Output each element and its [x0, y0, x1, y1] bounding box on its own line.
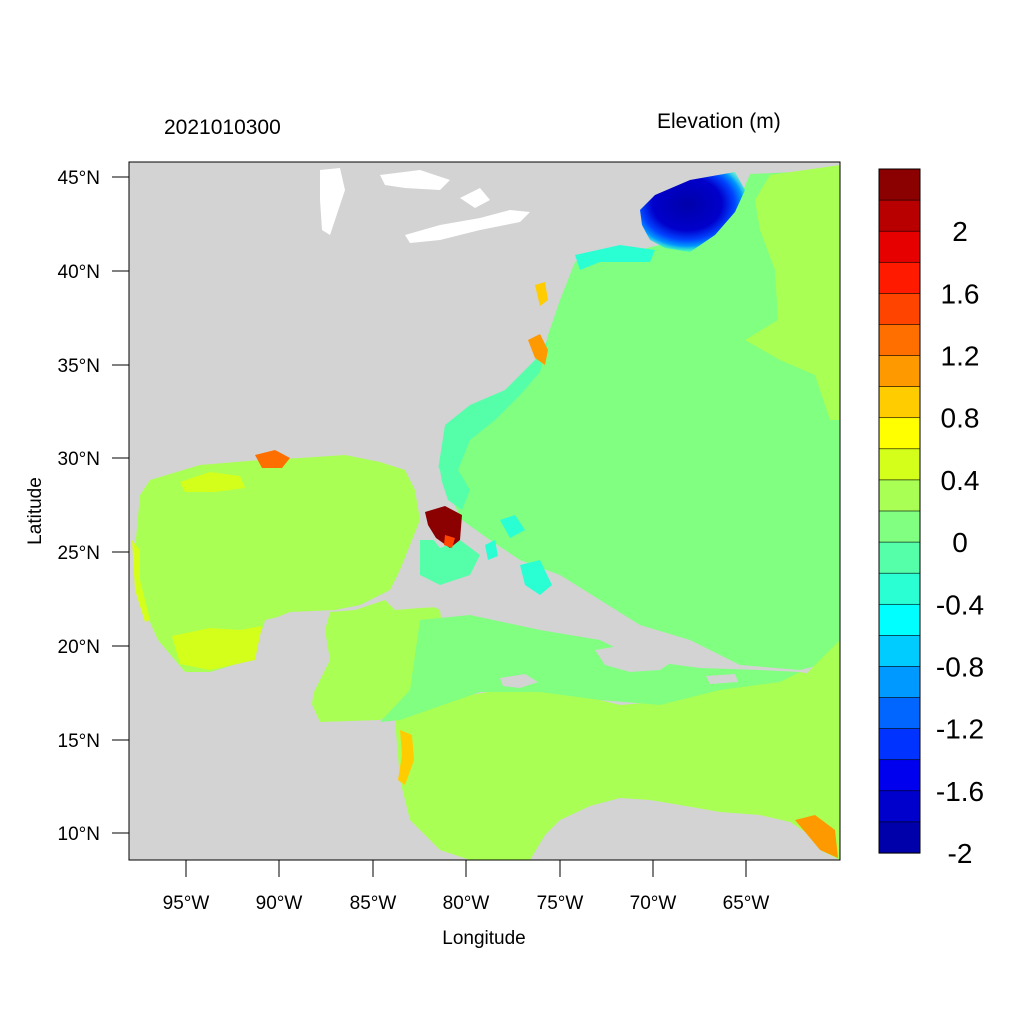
y-tick-label: 30°N	[58, 449, 100, 470]
colorbar-swatch	[878, 759, 921, 792]
ocean-atlantic	[440, 170, 840, 670]
colorbar-label: -1.2	[936, 714, 984, 745]
x-tick-label: 70°W	[630, 893, 677, 914]
central-america-coast-surge	[398, 730, 414, 785]
cuba-land	[385, 588, 590, 632]
colorbar-label: -0.8	[936, 652, 984, 683]
colorbar-label: 2	[952, 216, 968, 247]
colorbar-label: 0.8	[941, 403, 980, 434]
colorbar-swatch	[878, 510, 921, 543]
colorbar-swatch	[878, 479, 921, 512]
jamaica-land	[500, 674, 538, 688]
x-tick-label: 80°W	[443, 893, 490, 914]
colorbar-swatch	[878, 603, 921, 636]
colorbar-swatch	[878, 355, 921, 388]
x-tick-label: 95°W	[163, 893, 210, 914]
y-axis: 45°N 40°N 35°N 30°N 25°N 20°N 15°N 10°N	[58, 168, 129, 845]
south-america-land	[530, 798, 840, 860]
plot-frame	[128, 161, 841, 861]
colorbar-swatch	[878, 448, 921, 481]
colorbar-swatch	[878, 417, 921, 450]
colorbar-swatch	[878, 697, 921, 730]
sw-florida-surge-edge	[444, 535, 455, 548]
x-tick-label: 90°W	[256, 893, 303, 914]
y-tick-label: 45°N	[58, 168, 100, 189]
chesapeake-surge	[535, 282, 548, 306]
x-tick-label: 75°W	[537, 893, 584, 914]
y-tick-label: 35°N	[58, 356, 100, 377]
ocean-gulf-of-mexico	[134, 455, 420, 672]
colorbar-swatch	[878, 386, 921, 419]
colorbar-label: -0.4	[936, 589, 984, 620]
venezuela-coast-surge	[795, 815, 838, 858]
x-axis-label: Longitude	[442, 928, 525, 949]
northern-gulf-shelf	[180, 472, 245, 492]
y-tick-label: 10°N	[58, 824, 100, 845]
ocean-east-band	[745, 165, 840, 420]
florida-straits	[420, 540, 480, 585]
pamlico-sound-surge	[528, 334, 548, 365]
hispaniola-land	[595, 645, 675, 672]
colorbar-label: 0.4	[941, 465, 980, 496]
plot-title-variable: Elevation (m)	[657, 110, 781, 133]
colorbar-swatch	[878, 261, 921, 294]
colorbar: 2 1.6 1.2 0.8 0.4 0 -0.4 -0.8 -1.2 -1.6 -2	[878, 168, 984, 869]
colorbar-swatch	[878, 666, 921, 699]
colorbar-label: 1.2	[941, 341, 980, 372]
colorbar-label: 0	[952, 527, 968, 558]
colorbar-swatch	[878, 199, 921, 232]
y-tick-label: 40°N	[58, 262, 100, 283]
bahama-banks	[485, 515, 552, 595]
texas-shelf	[132, 540, 150, 622]
colorbar-swatch	[878, 293, 921, 326]
colorbar-swatch	[878, 728, 921, 761]
colorbar-label: 1.6	[941, 278, 980, 309]
colorbar-swatch	[878, 790, 921, 823]
y-axis-label: Latitude	[25, 477, 46, 545]
colorbar-swatch	[878, 230, 921, 263]
colorbar-frame	[878, 168, 921, 854]
colorbar-swatch	[878, 168, 921, 201]
colorbar-swatch	[878, 635, 921, 668]
campeche-bank	[172, 626, 262, 670]
plot-title-date: 2021010300	[164, 116, 281, 139]
colorbar-label: -1.6	[936, 776, 984, 807]
colorbar-swatch	[878, 324, 921, 357]
colorbar-swatch	[878, 541, 921, 574]
y-tick-label: 20°N	[58, 637, 100, 658]
gulf-coast-marsh-surge	[255, 450, 290, 468]
y-tick-label: 15°N	[58, 731, 100, 752]
ocean-se-shelf	[438, 340, 548, 510]
caribbean-central-band	[380, 615, 800, 722]
y-tick-label: 25°N	[58, 543, 100, 564]
x-tick-label: 85°W	[350, 893, 397, 914]
colorbar-swatch	[878, 572, 921, 605]
yucatan-land	[255, 612, 330, 720]
x-axis: 95°W 90°W 85°W 80°W 75°W 70°W 65°W	[163, 860, 770, 914]
colorbar-label: -2	[948, 838, 973, 869]
colorbar-swatch	[878, 821, 921, 854]
x-tick-label: 65°W	[723, 893, 770, 914]
great-lakes	[320, 168, 530, 243]
map-area	[129, 162, 840, 860]
gulf-of-maine-anomaly	[640, 172, 745, 252]
northeast-coastal-band	[575, 245, 655, 270]
puerto-rico-land	[706, 674, 738, 684]
